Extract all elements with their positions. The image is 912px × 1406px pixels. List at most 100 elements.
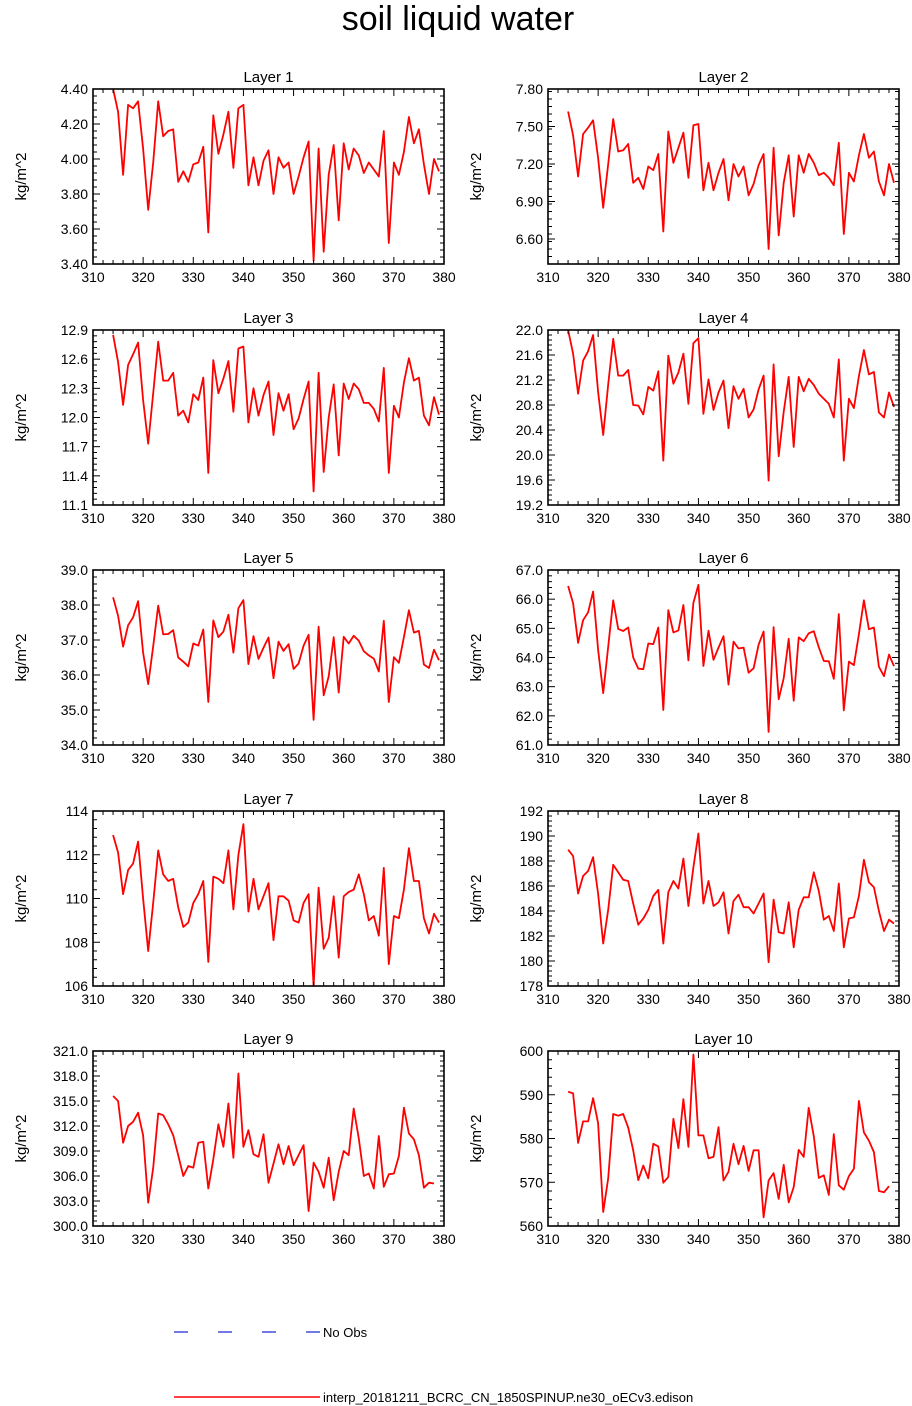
- y-tick-label: 580: [520, 1131, 544, 1147]
- panel-title: Layer 4: [698, 310, 748, 327]
- x-tick-label: 380: [432, 1231, 456, 1247]
- x-tick-label: 340: [232, 269, 256, 285]
- x-tick-label: 330: [182, 269, 206, 285]
- plot-frame: [547, 88, 900, 265]
- y-axis-label: kg/m^2: [13, 153, 30, 201]
- x-tick-label: 320: [586, 750, 610, 766]
- series-line: [567, 584, 895, 733]
- y-tick-label: 38.0: [61, 597, 88, 613]
- x-tick-label: 310: [536, 269, 560, 285]
- chart-panel-9: Layer 9 310 320 330 340 350 360 370 380 300.0 303.…: [13, 1031, 456, 1247]
- y-tick-label: 35.0: [61, 702, 88, 718]
- x-tick-label: 360: [332, 991, 356, 1007]
- x-tick-label: 310: [536, 510, 560, 526]
- y-axis-label: kg/m^2: [13, 394, 30, 442]
- series-line: [567, 329, 895, 482]
- chart-panel-10: Layer 10 310 320 330 340 350 360 370 380 560 570 58…: [468, 1031, 911, 1247]
- y-tick-label: 192: [520, 803, 544, 819]
- y-tick-label: 20.4: [516, 422, 543, 438]
- y-tick-label: 3.60: [61, 221, 88, 237]
- y-tick-label: 7.20: [516, 156, 543, 172]
- y-tick-label: 11.7: [62, 439, 88, 455]
- x-tick-label: 380: [887, 269, 911, 285]
- y-tick-label: 186: [520, 878, 544, 894]
- series-line: [567, 111, 895, 250]
- y-tick-label: 3.40: [61, 256, 88, 272]
- plot-frame: [92, 569, 445, 746]
- x-tick-label: 370: [382, 991, 406, 1007]
- x-tick-label: 380: [887, 510, 911, 526]
- y-tick-label: 312.0: [53, 1118, 88, 1134]
- x-tick-label: 310: [81, 1231, 105, 1247]
- y-tick-label: 61.0: [516, 737, 543, 753]
- x-tick-label: 310: [536, 991, 560, 1007]
- x-tick-label: 380: [432, 269, 456, 285]
- y-tick-label: 21.2: [516, 372, 543, 388]
- y-tick-label: 309.0: [53, 1143, 88, 1159]
- series-line: [112, 1072, 435, 1212]
- legend-model-label: interp_20181211_BCRC_CN_1850SPINUP.ne30_…: [323, 1390, 693, 1405]
- y-tick-label: 36.0: [61, 667, 88, 683]
- y-tick-label: 62.0: [516, 708, 543, 724]
- y-tick-label: 20.8: [516, 397, 543, 413]
- panel-title: Layer 8: [698, 791, 748, 808]
- y-tick-label: 63.0: [516, 679, 543, 695]
- y-tick-label: 34.0: [61, 737, 88, 753]
- y-tick-label: 321.0: [53, 1043, 88, 1059]
- x-tick-label: 340: [687, 1231, 711, 1247]
- panel-title: Layer 6: [698, 550, 748, 567]
- chart-panel-2: Layer 2 310 320 330 340 350 360 370 380 6.60 6.90 7…: [468, 69, 911, 285]
- x-tick-label: 380: [887, 750, 911, 766]
- x-tick-label: 320: [586, 991, 610, 1007]
- x-tick-label: 340: [232, 991, 256, 1007]
- y-tick-label: 6.60: [516, 231, 543, 247]
- y-axis-label: kg/m^2: [13, 1115, 30, 1163]
- plot-frame: [547, 1050, 900, 1227]
- panel-title: Layer 5: [243, 550, 293, 567]
- y-tick-label: 12.0: [61, 410, 88, 426]
- plot-frame: [547, 810, 900, 987]
- y-tick-label: 114: [66, 803, 89, 819]
- y-tick-label: 19.6: [516, 472, 543, 488]
- x-tick-label: 330: [182, 510, 206, 526]
- y-tick-label: 39.0: [61, 562, 88, 578]
- x-tick-label: 320: [586, 269, 610, 285]
- y-tick-label: 184: [520, 903, 544, 919]
- x-tick-label: 360: [787, 1231, 811, 1247]
- panel-title: Layer 3: [243, 310, 293, 327]
- y-tick-label: 190: [520, 828, 544, 844]
- y-tick-label: 180: [520, 953, 544, 969]
- panels-group: Layer 1 310 320 330 340 350 360 370 380 3.40 3.60 3…: [13, 69, 911, 1247]
- plot-frame: [547, 569, 900, 746]
- plot-frame: [92, 88, 445, 265]
- series-line: [567, 832, 895, 964]
- x-tick-label: 370: [837, 991, 861, 1007]
- x-tick-label: 320: [131, 1231, 155, 1247]
- y-tick-label: 7.80: [516, 81, 543, 97]
- x-tick-label: 360: [787, 750, 811, 766]
- x-tick-label: 310: [81, 510, 105, 526]
- x-tick-label: 340: [687, 510, 711, 526]
- x-tick-label: 330: [182, 991, 206, 1007]
- x-tick-label: 380: [887, 1231, 911, 1247]
- y-tick-label: 12.3: [61, 380, 88, 396]
- x-tick-label: 310: [536, 1231, 560, 1247]
- legend: No Obs interp_20181211_BCRC_CN_1850SPINU…: [174, 1325, 693, 1405]
- x-tick-label: 340: [232, 750, 256, 766]
- x-tick-label: 330: [637, 991, 661, 1007]
- x-tick-label: 350: [282, 1231, 306, 1247]
- y-tick-label: 182: [520, 928, 544, 944]
- y-tick-label: 300.0: [53, 1218, 88, 1234]
- x-tick-label: 350: [737, 750, 761, 766]
- chart-panel-4: Layer 4 310 320 330 340 350 360 370 380 19.2 19.6 2…: [468, 310, 911, 526]
- y-tick-label: 600: [520, 1043, 544, 1059]
- x-tick-label: 320: [131, 269, 155, 285]
- x-tick-label: 350: [282, 991, 306, 1007]
- y-axis-label: kg/m^2: [468, 394, 485, 442]
- figure-title: soil liquid water: [342, 0, 574, 38]
- x-tick-label: 340: [687, 269, 711, 285]
- x-tick-label: 380: [432, 510, 456, 526]
- plot-frame: [92, 1050, 445, 1227]
- x-tick-label: 370: [382, 750, 406, 766]
